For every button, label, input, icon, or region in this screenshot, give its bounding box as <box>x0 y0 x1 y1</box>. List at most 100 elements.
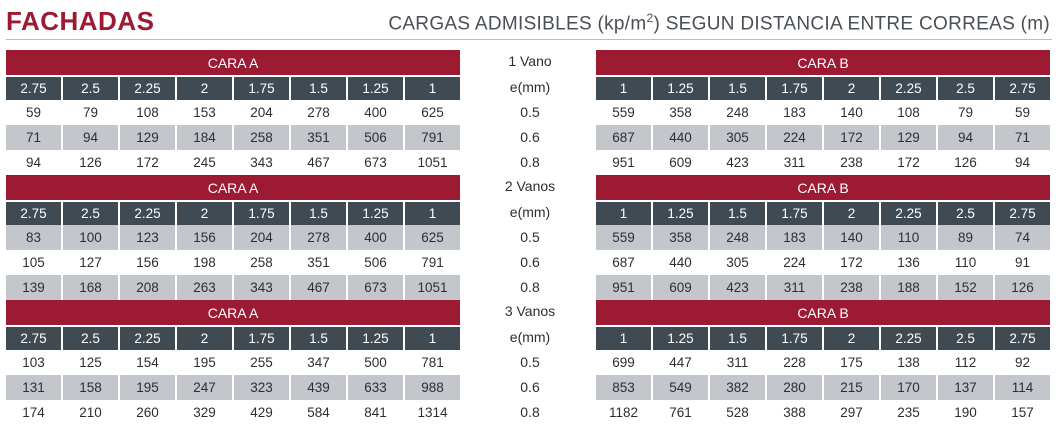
face-label: CARA B <box>596 50 1050 77</box>
load-value-cell: 673 <box>348 275 403 300</box>
load-value-cell: 153 <box>177 100 232 125</box>
load-value-cell: 188 <box>881 275 936 300</box>
load-value-cell: 136 <box>881 250 936 275</box>
table-row: 1182 761 528 388 297 235 190 157 <box>596 400 1050 425</box>
distance-cell: 2 <box>824 77 879 100</box>
load-value-cell: 584 <box>291 400 346 425</box>
load-value-cell: 447 <box>653 350 708 375</box>
distance-cell: 1.75 <box>234 202 289 225</box>
table-row: 174 210 260 329 429 584 841 1314 <box>6 400 460 425</box>
distance-header-row: 1 1.25 1.5 1.75 2 2.25 2.5 2.75 <box>596 77 1050 100</box>
load-value-cell: 311 <box>767 275 822 300</box>
table-row: 94 126 172 245 343 467 673 1051 <box>6 150 460 175</box>
load-value-cell: 172 <box>824 125 879 150</box>
load-value-cell: 140 <box>824 100 879 125</box>
distance-cell: 1.5 <box>291 327 346 350</box>
page-subtitle: CARGAS ADMISIBLES (kp/m2) SEGUN DISTANCI… <box>388 11 1050 35</box>
distance-cell: 1 <box>596 202 651 225</box>
load-value-cell: 131 <box>6 375 61 400</box>
thickness-value: 0.5 <box>520 104 540 120</box>
load-value-cell: 248 <box>710 225 765 250</box>
load-value-cell: 129 <box>881 125 936 150</box>
load-value-cell: 184 <box>177 125 232 150</box>
load-value-cell: 172 <box>881 150 936 175</box>
load-value-cell: 247 <box>177 375 232 400</box>
load-value-cell: 126 <box>63 150 118 175</box>
load-value-cell: 248 <box>710 100 765 125</box>
distance-cell: 1.5 <box>291 202 346 225</box>
load-value-cell: 139 <box>6 275 61 300</box>
distance-cell: 2.75 <box>995 202 1050 225</box>
distance-cell: 1.75 <box>234 327 289 350</box>
load-value-cell: 761 <box>653 400 708 425</box>
load-value-cell: 699 <box>596 350 651 375</box>
load-value-cell: 140 <box>824 225 879 250</box>
load-value-cell: 110 <box>938 250 993 275</box>
distance-cell: 2.75 <box>6 327 61 350</box>
load-value-cell: 172 <box>824 250 879 275</box>
table-row: 699 447 311 228 175 138 112 92 <box>596 350 1050 375</box>
load-value-cell: 108 <box>120 100 175 125</box>
load-value-cell: 129 <box>120 125 175 150</box>
thickness-value: 0.6 <box>520 129 540 145</box>
face-label: CARA A <box>6 300 460 327</box>
distance-header-row: 2.75 2.5 2.25 2 1.75 1.5 1.25 1 <box>6 327 460 350</box>
distance-cell: 1.5 <box>710 327 765 350</box>
distance-header-row: 1 1.25 1.5 1.75 2 2.25 2.5 2.75 <box>596 327 1050 350</box>
load-value-cell: 351 <box>291 125 346 150</box>
thickness-value: 0.8 <box>520 404 540 420</box>
load-value-cell: 988 <box>405 375 460 400</box>
load-value-cell: 123 <box>120 225 175 250</box>
load-value-cell: 83 <box>6 225 61 250</box>
load-value-cell: 305 <box>710 125 765 150</box>
table-row: 687 440 305 224 172 136 110 91 <box>596 250 1050 275</box>
load-value-cell: 112 <box>938 350 993 375</box>
load-value-cell: 174 <box>6 400 61 425</box>
distance-header-row: 2.75 2.5 2.25 2 1.75 1.5 1.25 1 <box>6 77 460 100</box>
distance-cell: 1 <box>405 77 460 100</box>
distance-cell: 1.25 <box>348 77 403 100</box>
load-value-cell: 305 <box>710 250 765 275</box>
load-value-cell: 108 <box>881 100 936 125</box>
distance-cell: 1 <box>405 327 460 350</box>
load-value-cell: 625 <box>405 100 460 125</box>
load-value-cell: 278 <box>291 100 346 125</box>
load-value-cell: 94 <box>995 150 1050 175</box>
distance-cell: 2 <box>824 202 879 225</box>
load-value-cell: 311 <box>710 350 765 375</box>
load-value-cell: 190 <box>938 400 993 425</box>
distance-cell: 2.5 <box>63 202 118 225</box>
distance-cell: 2 <box>177 202 232 225</box>
load-value-cell: 71 <box>6 125 61 150</box>
load-value-cell: 195 <box>177 350 232 375</box>
load-value-cell: 400 <box>348 225 403 250</box>
table-row: 83 100 123 156 204 278 400 625 <box>6 225 460 250</box>
load-value-cell: 110 <box>881 225 936 250</box>
distance-cell: 2.25 <box>881 77 936 100</box>
face-header-row: CARA B <box>596 50 1050 77</box>
distance-cell: 2.25 <box>120 327 175 350</box>
load-value-cell: 228 <box>767 350 822 375</box>
distance-cell: 1 <box>596 327 651 350</box>
load-value-cell: 100 <box>63 225 118 250</box>
table-row: 131 158 195 247 323 439 633 988 <box>6 375 460 400</box>
span-block: CARA A 2.75 2.5 2.25 2 1.75 1.5 1.25 1 59 79 108 153… <box>0 50 1058 175</box>
load-value-cell: 157 <box>995 400 1050 425</box>
load-value-cell: 215 <box>824 375 879 400</box>
load-value-cell: 781 <box>405 350 460 375</box>
load-value-cell: 467 <box>291 275 346 300</box>
load-value-cell: 152 <box>938 275 993 300</box>
load-value-cell: 400 <box>348 100 403 125</box>
load-value-cell: 94 <box>938 125 993 150</box>
load-value-cell: 609 <box>653 150 708 175</box>
load-value-cell: 687 <box>596 125 651 150</box>
table-row: 951 609 423 311 238 188 152 126 <box>596 275 1050 300</box>
distance-cell: 2.75 <box>6 77 61 100</box>
load-value-cell: 258 <box>234 250 289 275</box>
load-value-cell: 175 <box>824 350 879 375</box>
load-value-cell: 1182 <box>596 400 651 425</box>
distance-cell: 1.25 <box>348 327 403 350</box>
load-value-cell: 170 <box>881 375 936 400</box>
load-value-cell: 278 <box>291 225 346 250</box>
load-value-cell: 280 <box>767 375 822 400</box>
